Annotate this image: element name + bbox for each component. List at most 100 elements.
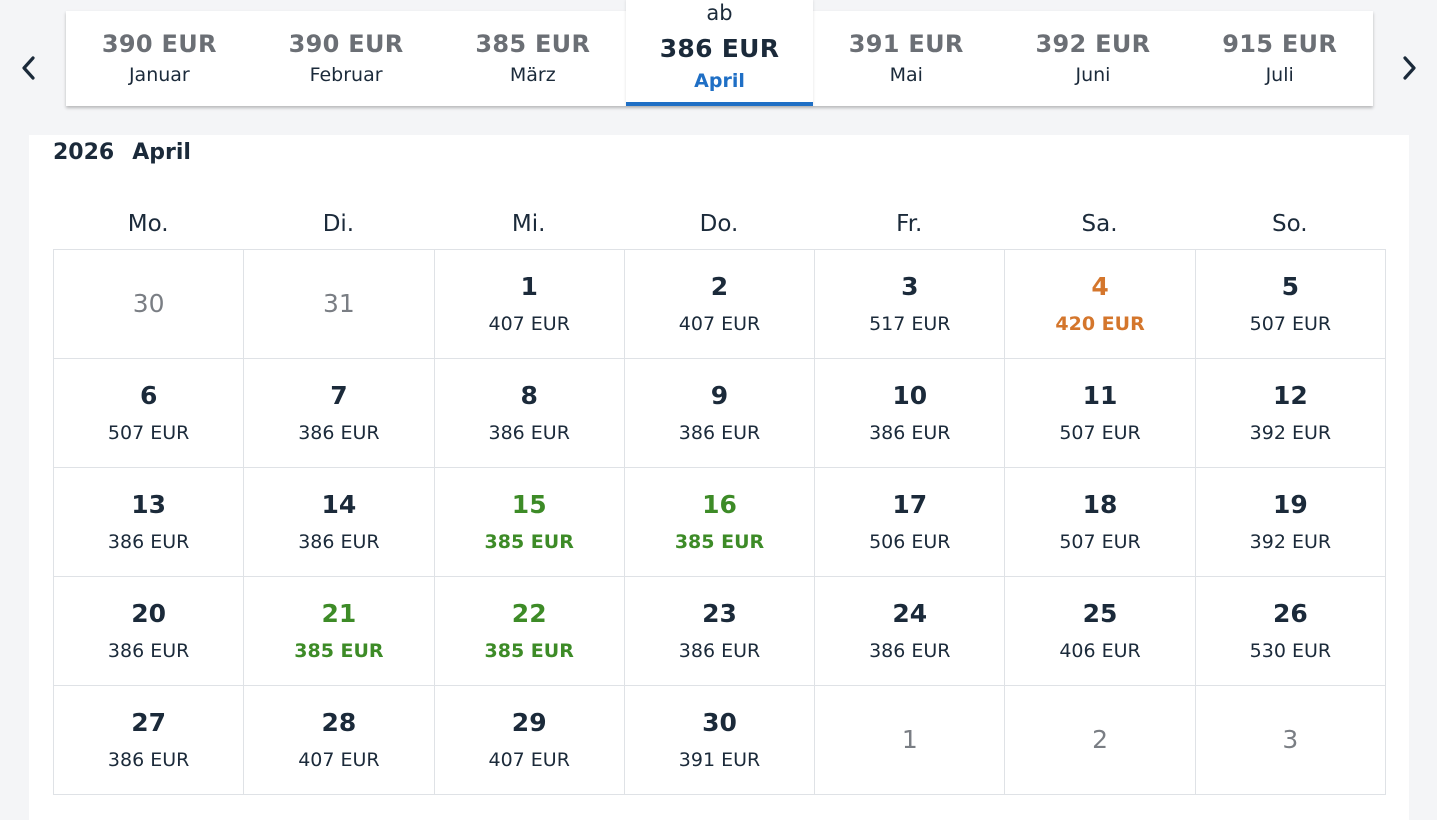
day-price: 420 EUR bbox=[1055, 313, 1145, 335]
calendar-day[interactable]: 25 406 EUR bbox=[1005, 577, 1196, 686]
weekday-label: Fr. bbox=[896, 211, 923, 237]
calendar-day[interactable]: 23 386 EUR bbox=[624, 577, 816, 686]
calendar-day[interactable]: 29 407 EUR bbox=[434, 686, 625, 795]
day-price: 386 EUR bbox=[107, 531, 190, 553]
calendar-day[interactable]: 20 386 EUR bbox=[54, 577, 245, 686]
day-number: 29 bbox=[511, 708, 547, 737]
calendar-day[interactable]: 14 386 EUR bbox=[244, 468, 435, 577]
day-number: 25 bbox=[1082, 599, 1118, 628]
month-tab[interactable]: 391 EUR Mai bbox=[813, 11, 1000, 106]
day-number: 20 bbox=[131, 599, 167, 628]
month-price: 391 EUR bbox=[848, 30, 964, 58]
calendar-day[interactable]: 28 407 EUR bbox=[244, 686, 435, 795]
month-name: Mai bbox=[889, 64, 923, 86]
weekday-label: Di. bbox=[322, 211, 355, 237]
calendar-day[interactable]: 22 385 EUR bbox=[434, 577, 625, 686]
day-price: 386 EUR bbox=[298, 531, 380, 553]
day-price: 386 EUR bbox=[488, 422, 570, 444]
previous-months-button[interactable] bbox=[14, 48, 44, 88]
calendar-day[interactable]: 12 392 EUR bbox=[1195, 359, 1386, 468]
calendar-day[interactable]: 8 386 EUR bbox=[434, 359, 625, 468]
day-number: 26 bbox=[1272, 599, 1308, 628]
calendar-day[interactable]: 7 386 EUR bbox=[244, 359, 435, 468]
day-price: 386 EUR bbox=[869, 640, 951, 662]
month-name: Februar bbox=[309, 64, 383, 86]
calendar-day[interactable]: 19 392 EUR bbox=[1195, 468, 1386, 577]
calendar-day[interactable]: 18 507 EUR bbox=[1005, 468, 1196, 577]
day-number: 30 bbox=[702, 708, 737, 737]
month-price: 390 EUR bbox=[101, 30, 217, 58]
weekday-label: Do. bbox=[699, 211, 739, 237]
month-tab[interactable]: 392 EUR Juni bbox=[1000, 11, 1187, 106]
day-number: 30 bbox=[132, 289, 165, 318]
month-tab[interactable]: 385 EUR März bbox=[439, 11, 626, 106]
weekday-label: Mi. bbox=[511, 211, 546, 237]
month-tab[interactable]: 390 EUR Februar bbox=[253, 11, 440, 106]
month-name: April bbox=[694, 70, 745, 92]
calendar-day[interactable]: 9 386 EUR bbox=[624, 359, 816, 468]
calendar-day-outside-month: 1 bbox=[815, 686, 1006, 795]
day-number: 23 bbox=[702, 599, 737, 628]
day-price: 385 EUR bbox=[674, 531, 765, 553]
calendar-day[interactable]: 3 517 EUR bbox=[815, 250, 1006, 359]
day-number: 21 bbox=[321, 599, 357, 628]
month-tab[interactable]: 915 EUR Juli bbox=[1186, 11, 1373, 106]
day-number: 31 bbox=[323, 289, 355, 318]
day-price: 507 EUR bbox=[1059, 531, 1141, 553]
day-price: 386 EUR bbox=[678, 422, 761, 444]
day-number: 2 bbox=[710, 272, 729, 301]
calendar-day[interactable]: 11 507 EUR bbox=[1005, 359, 1196, 468]
calendar-day[interactable]: 26 530 EUR bbox=[1195, 577, 1386, 686]
calendar-day[interactable]: 5 507 EUR bbox=[1195, 250, 1386, 359]
day-number: 6 bbox=[139, 381, 158, 410]
day-price: 506 EUR bbox=[869, 531, 951, 553]
weekday-label: Mo. bbox=[127, 211, 169, 237]
day-number: 3 bbox=[901, 272, 919, 301]
day-price: 407 EUR bbox=[488, 313, 570, 335]
month-tab[interactable]: ab 386 EUR April bbox=[626, 0, 813, 106]
day-number: 22 bbox=[511, 599, 547, 628]
day-price: 392 EUR bbox=[1249, 422, 1332, 444]
calendar-day[interactable]: 16 385 EUR bbox=[624, 468, 816, 577]
day-number: 28 bbox=[321, 708, 357, 737]
chevron-left-icon bbox=[22, 56, 35, 80]
calendar-day[interactable]: 30 391 EUR bbox=[624, 686, 816, 795]
calendar-day[interactable]: 17 506 EUR bbox=[815, 468, 1006, 577]
day-number: 2 bbox=[1092, 725, 1109, 754]
calendar-day[interactable]: 15 385 EUR bbox=[434, 468, 625, 577]
calendar-day[interactable]: 27 386 EUR bbox=[54, 686, 245, 795]
next-months-button[interactable] bbox=[1394, 48, 1424, 88]
calendar-day-outside-month: 2 bbox=[1005, 686, 1196, 795]
day-number: 18 bbox=[1082, 490, 1118, 519]
day-number: 12 bbox=[1272, 381, 1308, 410]
day-number: 9 bbox=[710, 381, 729, 410]
calendar-day[interactable]: 2 407 EUR bbox=[624, 250, 816, 359]
day-number: 14 bbox=[321, 490, 357, 519]
day-number: 1 bbox=[520, 272, 538, 301]
month-name: Juli bbox=[1265, 64, 1294, 86]
month-price-prefix: ab bbox=[706, 1, 733, 25]
calendar-day[interactable]: 6 507 EUR bbox=[54, 359, 245, 468]
calendar-day[interactable]: 1 407 EUR bbox=[434, 250, 625, 359]
month-selector: 390 EUR Januar 390 EUR Februar 385 EUR März ab… bbox=[66, 0, 1373, 106]
day-price: 386 EUR bbox=[107, 640, 190, 662]
day-price: 407 EUR bbox=[678, 313, 761, 335]
calendar-day[interactable]: 4 420 EUR bbox=[1005, 250, 1196, 359]
calendar-day[interactable]: 21 385 EUR bbox=[244, 577, 435, 686]
month-name: Januar bbox=[128, 64, 190, 86]
calendar-day[interactable]: 24 386 EUR bbox=[815, 577, 1006, 686]
day-price: 392 EUR bbox=[1249, 531, 1332, 553]
month-name: Juni bbox=[1075, 64, 1111, 86]
day-price: 517 EUR bbox=[869, 313, 951, 335]
day-price: 407 EUR bbox=[488, 749, 570, 771]
month-tab[interactable]: 390 EUR Januar bbox=[66, 11, 253, 106]
calendar-day-outside-month: 30 bbox=[54, 250, 245, 359]
calendar-panel: 2026 April Mo. Di. Mi. Do. Fr. Sa. So. 30 31 1 40… bbox=[29, 135, 1409, 820]
calendar-year: 2026 bbox=[53, 140, 115, 165]
day-price: 385 EUR bbox=[484, 640, 574, 662]
calendar-day[interactable]: 10 386 EUR bbox=[815, 359, 1006, 468]
calendar-day[interactable]: 13 386 EUR bbox=[54, 468, 245, 577]
day-number: 24 bbox=[892, 599, 928, 628]
day-price: 386 EUR bbox=[678, 640, 761, 662]
month-price: 386 EUR bbox=[659, 34, 780, 63]
